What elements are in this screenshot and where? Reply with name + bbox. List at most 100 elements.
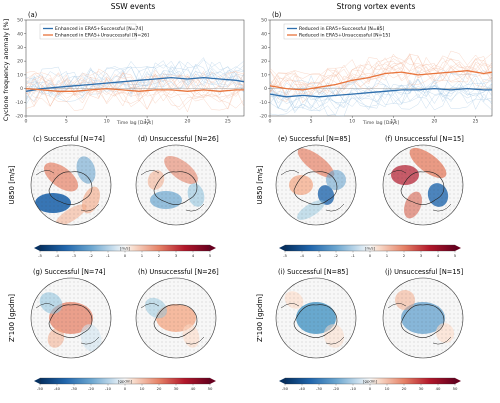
member-line bbox=[25, 59, 245, 96]
colorbar-arrow-left bbox=[34, 245, 40, 251]
legend-b: Reduced in ERA5+Successful [N=85] Reduce… bbox=[283, 23, 390, 40]
map-boundary bbox=[382, 144, 464, 226]
map-panel-title: Unsuccessful [N=26] bbox=[149, 268, 218, 276]
series-line-a-0 bbox=[25, 76, 245, 92]
colorbar-tick: 30 bbox=[174, 386, 179, 391]
significance-stipple bbox=[136, 145, 216, 225]
xtick-a: 15 bbox=[144, 119, 150, 125]
map-boundary bbox=[275, 144, 357, 226]
coastline bbox=[48, 304, 93, 338]
colorbar-tick: 0 bbox=[369, 253, 372, 258]
coastline bbox=[48, 171, 93, 205]
colorbar-arrow-right bbox=[455, 378, 461, 384]
row-label-u850-left: U850 [m/s] bbox=[8, 165, 16, 204]
map-panel-title: Unsuccessful [N=26] bbox=[149, 135, 218, 143]
colorbar-tick: -5 bbox=[38, 253, 42, 258]
ytick-b: 50 bbox=[261, 18, 267, 24]
coastline bbox=[140, 303, 205, 345]
colorbar-arrow-right bbox=[455, 245, 461, 251]
colorbar-tick: 10 bbox=[140, 386, 145, 391]
ytick-b: 0 bbox=[264, 86, 267, 92]
sv-title: Strong vortex events bbox=[337, 2, 416, 11]
map-panel-label: (f) bbox=[385, 135, 395, 143]
ytick-b: -20 bbox=[259, 114, 267, 120]
colorbar-tick: 5 bbox=[209, 253, 212, 258]
coastline bbox=[280, 303, 345, 345]
ytick-a: 0 bbox=[20, 86, 23, 92]
ytick-b: -10 bbox=[259, 100, 267, 106]
colorbar-tick: -1 bbox=[106, 253, 110, 258]
coastline bbox=[400, 304, 445, 338]
map-field bbox=[383, 145, 463, 225]
member-line bbox=[269, 50, 493, 85]
map-field bbox=[383, 278, 463, 358]
colorbar-tick: -10 bbox=[350, 386, 357, 391]
colorbar-tick: 0 bbox=[369, 386, 372, 391]
series-line-b-1 bbox=[269, 70, 493, 91]
series-line-b-0 bbox=[269, 87, 492, 98]
colorbar-tick: 1 bbox=[386, 253, 389, 258]
map-field bbox=[276, 278, 356, 358]
colorbar-tick: -40 bbox=[299, 386, 306, 391]
coastline bbox=[280, 170, 345, 212]
significance-stipple bbox=[383, 145, 463, 225]
coastline bbox=[387, 303, 452, 345]
member-line bbox=[25, 84, 245, 110]
colorbar-tick: 3 bbox=[420, 253, 423, 258]
colorbar-tick: -1 bbox=[351, 253, 355, 258]
xtick-a: 5 bbox=[65, 119, 68, 125]
legend-a: Enhanced in ERA5+Successful [N=74] Enhan… bbox=[39, 23, 149, 40]
colorbar-tick: -2 bbox=[334, 253, 338, 258]
colorbar-tick: -3 bbox=[72, 253, 76, 258]
map-panel-title: Unsuccessful [N=15] bbox=[394, 268, 463, 276]
map-panel-label: (d) bbox=[138, 135, 149, 143]
xtick-b: 15 bbox=[390, 119, 396, 125]
series-line-a-1 bbox=[25, 87, 244, 92]
map-panel-d: (d) Unsuccessful [N=26] bbox=[135, 135, 219, 226]
colorbar-tick: -20 bbox=[88, 386, 95, 391]
colorbar-tick: -4 bbox=[55, 253, 59, 258]
colorbar-arrow-left bbox=[279, 245, 285, 251]
colorbar-unit: [gpdm] bbox=[363, 379, 377, 384]
panel-label-b: (b) bbox=[272, 11, 281, 19]
colorbar-tick: 1 bbox=[141, 253, 144, 258]
colorbar-tick: 0 bbox=[124, 253, 127, 258]
map-panel-title: Successful [N=85] bbox=[287, 268, 348, 276]
colorbar-tick: -2 bbox=[89, 253, 93, 258]
map-boundary bbox=[382, 277, 464, 359]
ytick-a: 10 bbox=[17, 72, 23, 78]
ytick-a: 20 bbox=[17, 59, 23, 65]
polar-maps: (c) Successful [N=74] (d) Unsuccessful [N… bbox=[30, 135, 464, 359]
colorbar-tick: 2 bbox=[403, 253, 406, 258]
map-title-i: (i) Successful [N=85] bbox=[278, 268, 348, 276]
map-panel-f: (f) Unsuccessful [N=15] bbox=[382, 135, 464, 226]
xtick-a: 25 bbox=[225, 119, 231, 125]
colorbars: [m/s]-5 -4 -3 -2 -1 0 1 2 3 4 5[m/s]-5 -4 -3 -2 -1 0 1 2 3… bbox=[34, 244, 461, 391]
xlabel-b: Time lag [Days] bbox=[362, 120, 399, 126]
member-line bbox=[269, 55, 493, 92]
colorbar-z100-2: [gpdm] -50 -40 -30 -20 -10 0 10 20 30 40 50 bbox=[34, 377, 216, 391]
row-label-z100-right: Z'100 [gpdm] bbox=[256, 294, 264, 342]
map-title-e: (e) Successful [N=85] bbox=[278, 135, 350, 143]
ytick-b: 10 bbox=[261, 72, 267, 78]
map-boundary bbox=[30, 277, 112, 359]
coastline bbox=[35, 170, 100, 212]
map-panel-label: (e) bbox=[278, 135, 289, 143]
colorbar-tick: 50 bbox=[208, 386, 213, 391]
colorbar-arrow-left bbox=[279, 378, 285, 384]
map-panel-g: (g) Successful [N=74] bbox=[30, 268, 112, 359]
xtick-b: 10 bbox=[349, 119, 355, 125]
colorbar-tick: 4 bbox=[437, 253, 440, 258]
colorbar-tick: -40 bbox=[54, 386, 61, 391]
map-field bbox=[276, 145, 356, 225]
colorbar-tick: 30 bbox=[419, 386, 424, 391]
map-panel-h: (h) Unsuccessful [N=26] bbox=[135, 268, 219, 359]
coastline bbox=[153, 304, 198, 338]
ytick-a: 40 bbox=[17, 31, 23, 37]
map-title-f: (f) Unsuccessful [N=15] bbox=[385, 135, 464, 143]
legend-a-label-1: Enhanced in ERA5+Unsuccessful [N=26] bbox=[55, 33, 149, 39]
colorbar-tick: 3 bbox=[175, 253, 178, 258]
colorbar-tick: -10 bbox=[105, 386, 112, 391]
colorbar-unit: [gpdm] bbox=[118, 379, 132, 384]
